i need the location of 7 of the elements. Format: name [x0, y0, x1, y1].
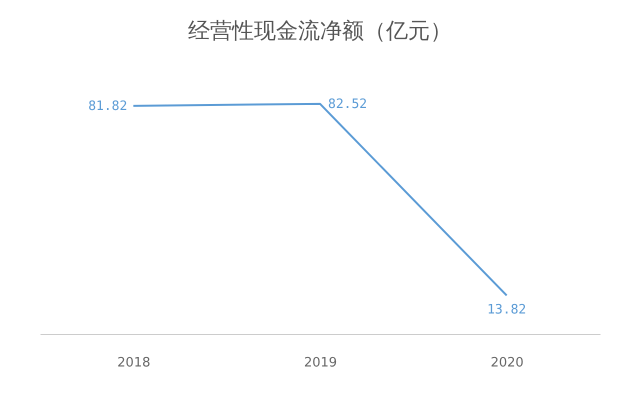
x-tick-label: 2020	[490, 356, 524, 370]
data-label: 81.82	[88, 98, 128, 114]
x-tick-label: 2019	[304, 356, 338, 370]
data-label: 13.82	[487, 302, 526, 318]
data-label: 82.52	[328, 96, 368, 112]
chart-title: 经营性现金流净额（亿元）	[188, 19, 452, 44]
x-tick-label: 2018	[117, 356, 150, 370]
